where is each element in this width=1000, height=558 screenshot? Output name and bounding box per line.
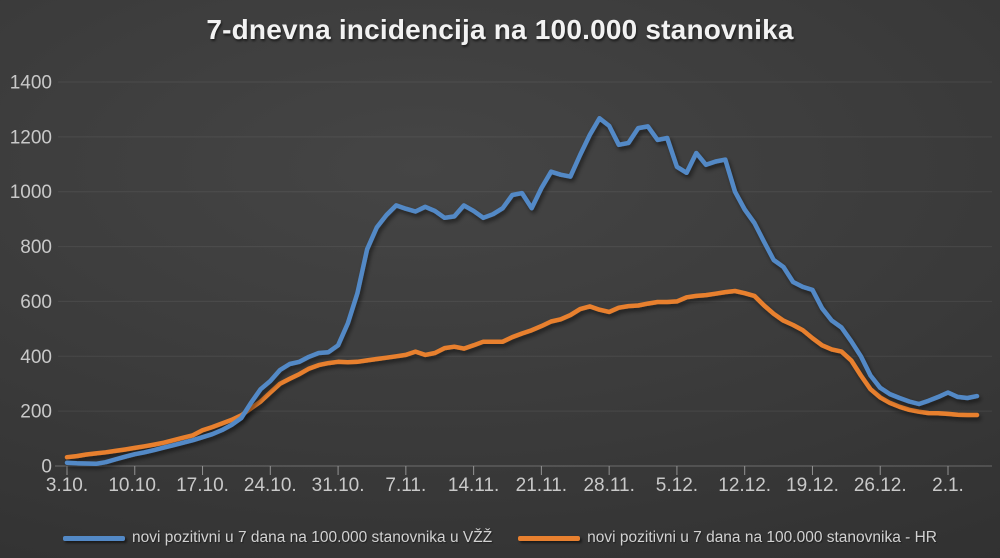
y-axis-label: 1200 <box>10 127 52 148</box>
x-axis-label: 7.11. <box>385 475 426 496</box>
x-axis-label: 3.10. <box>46 475 88 496</box>
x-axis-label: 19.12. <box>786 475 839 496</box>
y-axis-label: 600 <box>20 292 52 313</box>
legend-item-vzz: novi pozitivni u 7 dana na 100.000 stano… <box>62 529 493 547</box>
legend-swatch-vzz-icon <box>62 535 125 541</box>
y-axis-label: 200 <box>20 402 52 423</box>
y-axis-label: 1400 <box>10 73 52 94</box>
x-axis-label: 10.10. <box>108 475 161 496</box>
x-axis-label: 28.11. <box>583 475 634 496</box>
x-axis-label: 24.10. <box>244 475 297 496</box>
x-axis-label: 12.12. <box>718 475 771 496</box>
legend-label-vzz: novi pozitivni u 7 dana na 100.000 stano… <box>131 529 493 546</box>
legend: novi pozitivni u 7 dana na 100.000 stano… <box>0 529 1000 547</box>
chart-title: 7-dnevna incidencija na 100.000 stanovni… <box>206 14 794 45</box>
series-line-hr <box>64 288 980 460</box>
y-axis-label: 400 <box>20 347 52 368</box>
y-axis-label: 800 <box>20 237 52 258</box>
legend-item-hr: novi pozitivni u 7 dana na 100.000 stano… <box>518 529 937 547</box>
x-axis-label: 14.11. <box>448 475 499 496</box>
series-line-vzz <box>64 115 980 467</box>
x-axis-label: 26.12. <box>854 475 907 496</box>
x-axis-label: 21.11. <box>516 475 567 496</box>
x-axis-label: 31.10. <box>312 475 365 496</box>
y-axis-label: 1000 <box>10 182 52 203</box>
x-axis-label: 2.1. <box>932 475 964 496</box>
x-axis-label: 5.12. <box>656 475 698 496</box>
legend-swatch-hr-icon <box>518 535 581 541</box>
x-axis-label: 17.10. <box>176 475 229 496</box>
legend-label-hr: novi pozitivni u 7 dana na 100.000 stano… <box>587 529 938 546</box>
y-axis-label: 0 <box>41 457 52 478</box>
